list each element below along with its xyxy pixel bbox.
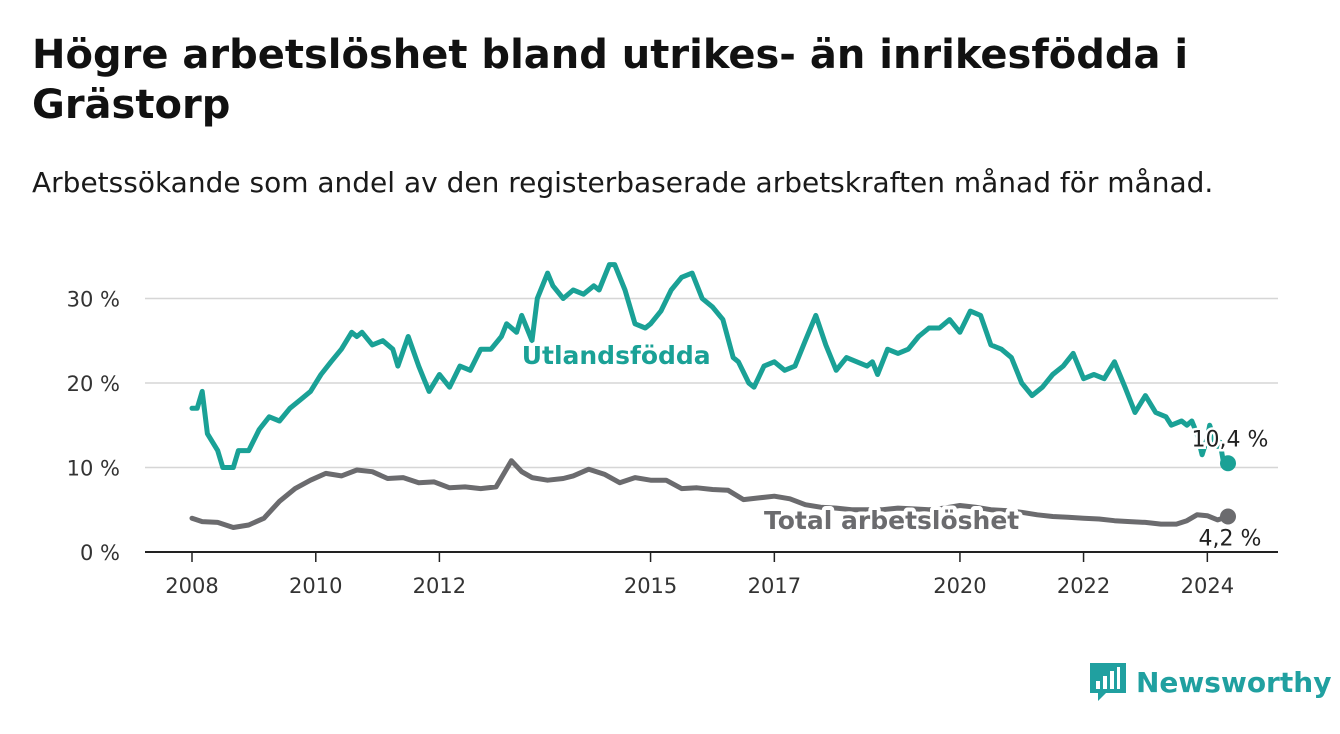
y-tick-label: 0 % [80,541,120,565]
bar-chart-logo-icon [1090,663,1126,701]
x-tick-label: 2008 [165,574,218,598]
chart-title: Högre arbetslöshet bland utrikes- än inr… [32,32,1189,128]
y-tick-label: 30 % [67,287,120,311]
newsworthy-logo: Newsworthy [1088,660,1331,704]
x-tick-label: 2015 [624,574,677,598]
chart-subtitle: Arbetssökande som andel av den registerb… [32,166,1214,199]
x-tick-label: 2010 [289,574,342,598]
series-end-label: 10,4 % [1192,427,1269,452]
series-line-0 [189,262,1231,470]
series-end-label: 4,2 % [1199,527,1262,552]
gridlines [145,297,1278,553]
x-tick-label: 2022 [1057,574,1110,598]
series-end-point [1220,508,1236,525]
brand-name: Newsworthy [1136,665,1332,699]
series-line-1 [189,458,1231,530]
y-axis-ticks: 0 % 10 % 20 % 30 % [67,287,120,565]
series-name-label: Total arbetslöshet [764,506,1019,535]
x-tick-label: 2017 [748,574,801,598]
y-tick-label: 10 % [67,456,120,480]
x-tick-label: 2024 [1181,574,1234,598]
x-tick-label: 2020 [933,574,986,598]
series-lines [189,262,1236,530]
x-tick-label: 2012 [413,574,466,598]
series-end-point [1220,455,1236,472]
x-axis-ticks: 2008 2010 2012 2015 2017 2020 2022 2024 [165,552,1234,598]
series-labels: 10,4 % 4,2 % Utlandsfödda Total arbetslöshe… [518,337,1271,554]
y-tick-label: 20 % [67,372,120,396]
series-name-label: Utlandsfödda [522,341,711,370]
